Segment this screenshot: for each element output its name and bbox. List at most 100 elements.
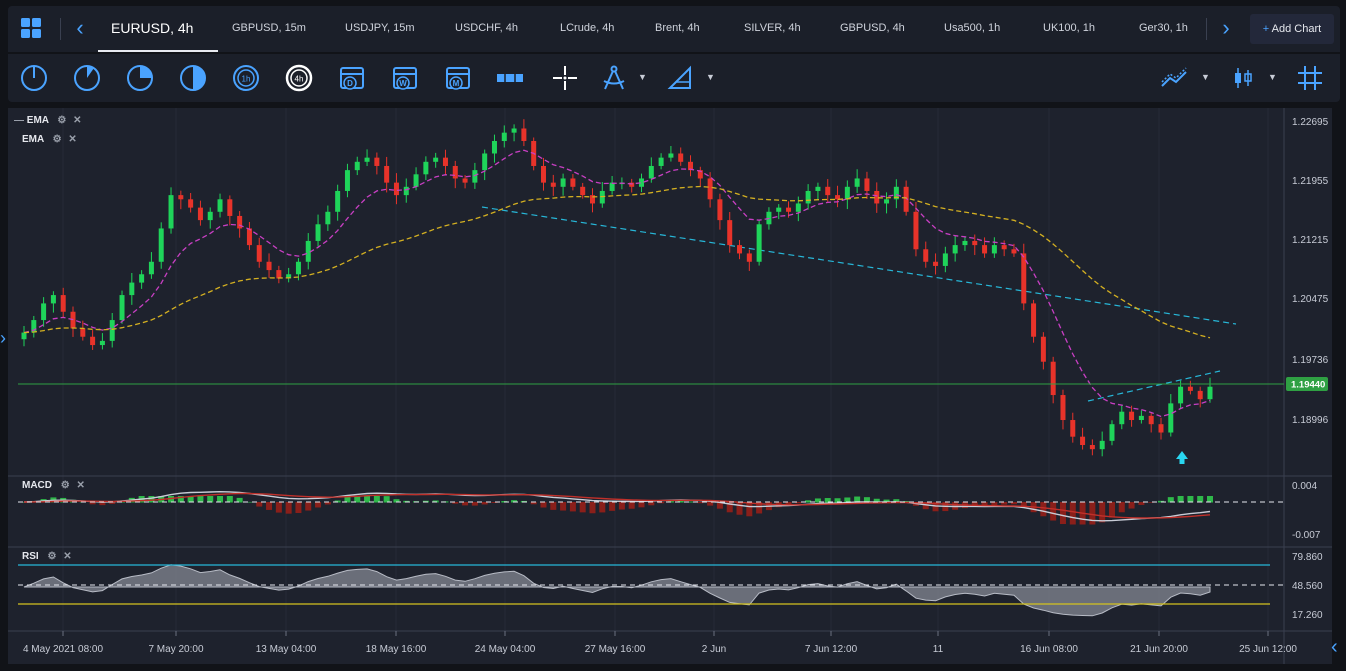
macd-histogram-bar (1040, 502, 1047, 517)
price-tick: 1.22695 (1292, 117, 1329, 128)
chevron-left-icon[interactable]: ‹ (76, 15, 84, 40)
timeframe-5m-icon[interactable] (73, 64, 101, 92)
ruler-tool-icon[interactable] (666, 64, 694, 92)
settings-icon[interactable]: ⚙ (47, 551, 57, 562)
chevron-left-icon[interactable]: ‹ (1331, 636, 1338, 658)
timeframe-30m-icon[interactable] (179, 64, 207, 92)
weekly-calendar-icon[interactable]: W (391, 64, 419, 92)
macd-histogram-bar (1069, 502, 1076, 525)
settings-icon[interactable]: ⚙ (60, 480, 70, 491)
monthly-calendar-icon[interactable]: M (444, 64, 472, 92)
grid-lines-icon[interactable] (1296, 64, 1324, 92)
tab-usa500-1h[interactable]: Usa500, 1h (944, 22, 1001, 34)
candle-body (99, 340, 105, 346)
divider (60, 18, 61, 40)
price-chart[interactable]: 1.22695 1.21955 1.21215 1.20475 1.19736 … (8, 108, 1332, 664)
macd-histogram-bar (89, 502, 96, 505)
daily-calendar-icon[interactable]: D (338, 64, 366, 92)
macd-histogram-bar (844, 497, 851, 503)
macd-histogram-bar (21, 502, 27, 503)
macd-histogram-bar (177, 496, 184, 503)
indicators-icon[interactable] (1160, 64, 1188, 92)
macd-histogram-bar (373, 496, 380, 503)
price-tick: 1.21215 (1292, 235, 1329, 246)
tab-uk100-1h[interactable]: UK100, 1h (1043, 22, 1095, 34)
macd-histogram-bar (354, 496, 361, 503)
macd-histogram-bar (1148, 502, 1155, 503)
candle-body (315, 224, 321, 241)
candle-body (982, 245, 988, 254)
tab-eurusd-4h[interactable]: EURUSD, 4h (98, 6, 218, 52)
candle-type-icon[interactable] (1229, 64, 1257, 92)
candle-body (472, 170, 478, 183)
close-icon[interactable]: ✕ (76, 480, 85, 491)
tab-gbpusd-15m[interactable]: GBPUSD, 15m (232, 22, 306, 34)
macd-histogram-bar (814, 498, 821, 503)
tab-ger30-1h[interactable]: Ger30, 1h (1139, 22, 1188, 34)
up-arrow-icon[interactable] (1176, 451, 1188, 464)
layout-grid-icon[interactable] (20, 17, 42, 39)
tab-brent-4h[interactable]: Brent, 4h (655, 22, 700, 34)
monthly-label: M (453, 79, 460, 88)
macd-histogram-bar (432, 500, 439, 503)
candle-body (942, 253, 948, 266)
macd-histogram-bar (677, 500, 684, 503)
macd-histogram-bar (873, 498, 880, 503)
chevron-down-icon[interactable]: ▼ (1268, 72, 1277, 82)
macd-histogram-bar (618, 502, 625, 510)
drawing-compass-icon[interactable] (600, 64, 628, 92)
candle-body (1119, 411, 1125, 425)
time-tick-label: 2 Jun (702, 644, 726, 655)
candle-body (697, 170, 703, 179)
macd-histogram-bar (1187, 496, 1194, 503)
chevron-down-icon[interactable]: ▼ (706, 72, 715, 82)
tab-lcrude-4h[interactable]: LCrude, 4h (560, 22, 615, 34)
macd-histogram-bar (834, 498, 841, 503)
macd-histogram-bar (589, 502, 596, 514)
macd-histogram-bar (658, 502, 665, 504)
macd-label: MACD (22, 480, 52, 491)
chevron-right-icon[interactable]: › (0, 328, 6, 348)
macd-histogram-bar (707, 502, 714, 506)
macd-histogram-bar (971, 502, 978, 508)
candle-body (629, 182, 635, 187)
macd-histogram-bar (854, 496, 861, 503)
crosshair-icon[interactable] (551, 64, 579, 92)
timeframe-4h-button[interactable]: 4h (285, 64, 313, 92)
candle-body (276, 270, 282, 279)
close-icon[interactable]: ✕ (73, 115, 82, 126)
tab-gbpusd-4h[interactable]: GBPUSD, 4h (840, 22, 905, 34)
candle-body (521, 128, 527, 141)
candle-body (923, 249, 929, 262)
legend-rsi[interactable]: RSI ⚙ ✕ (22, 551, 72, 562)
close-icon[interactable]: ✕ (63, 551, 72, 562)
close-icon[interactable]: ✕ (68, 134, 77, 145)
settings-icon[interactable]: ⚙ (52, 134, 62, 145)
chart-area[interactable]: 1.22695 1.21955 1.21215 1.20475 1.19736 … (8, 108, 1332, 664)
chevron-down-icon[interactable]: ▼ (638, 72, 647, 82)
macd-histogram-bar (628, 502, 635, 509)
timeframe-1h-button[interactable]: 1h (232, 64, 260, 92)
timeframe-1m-icon[interactable] (20, 64, 48, 92)
tab-usdjpy-15m[interactable]: USDJPY, 15m (345, 22, 415, 34)
tab-silver-4h[interactable]: SILVER, 4h (744, 22, 801, 34)
candle-body (874, 190, 880, 204)
chevron-down-icon[interactable]: ▼ (1201, 72, 1210, 82)
add-chart-button[interactable]: + Add Chart (1250, 14, 1334, 44)
candle-body (609, 182, 615, 191)
candle-body (688, 161, 694, 171)
chevron-right-icon[interactable]: › (1222, 15, 1230, 40)
legend-macd[interactable]: MACD ⚙ ✕ (22, 480, 85, 491)
ema-fast-line (23, 149, 1211, 418)
macd-histogram-bar (736, 502, 743, 515)
timeframe-15m-icon[interactable] (126, 64, 154, 92)
legend-ema-2[interactable]: EMA ⚙ ✕ (22, 134, 77, 145)
candle-body (227, 199, 233, 216)
legend-ema-1[interactable]: — EMA ⚙ ✕ (14, 115, 82, 126)
range-tool-icon[interactable] (496, 64, 524, 92)
tab-usdchf-4h[interactable]: USDCHF, 4h (455, 22, 518, 34)
macd-histogram-bar (1128, 502, 1135, 509)
settings-icon[interactable]: ⚙ (57, 115, 67, 126)
candle-body (148, 261, 154, 275)
rsi-tick: 79.860 (1292, 552, 1323, 563)
